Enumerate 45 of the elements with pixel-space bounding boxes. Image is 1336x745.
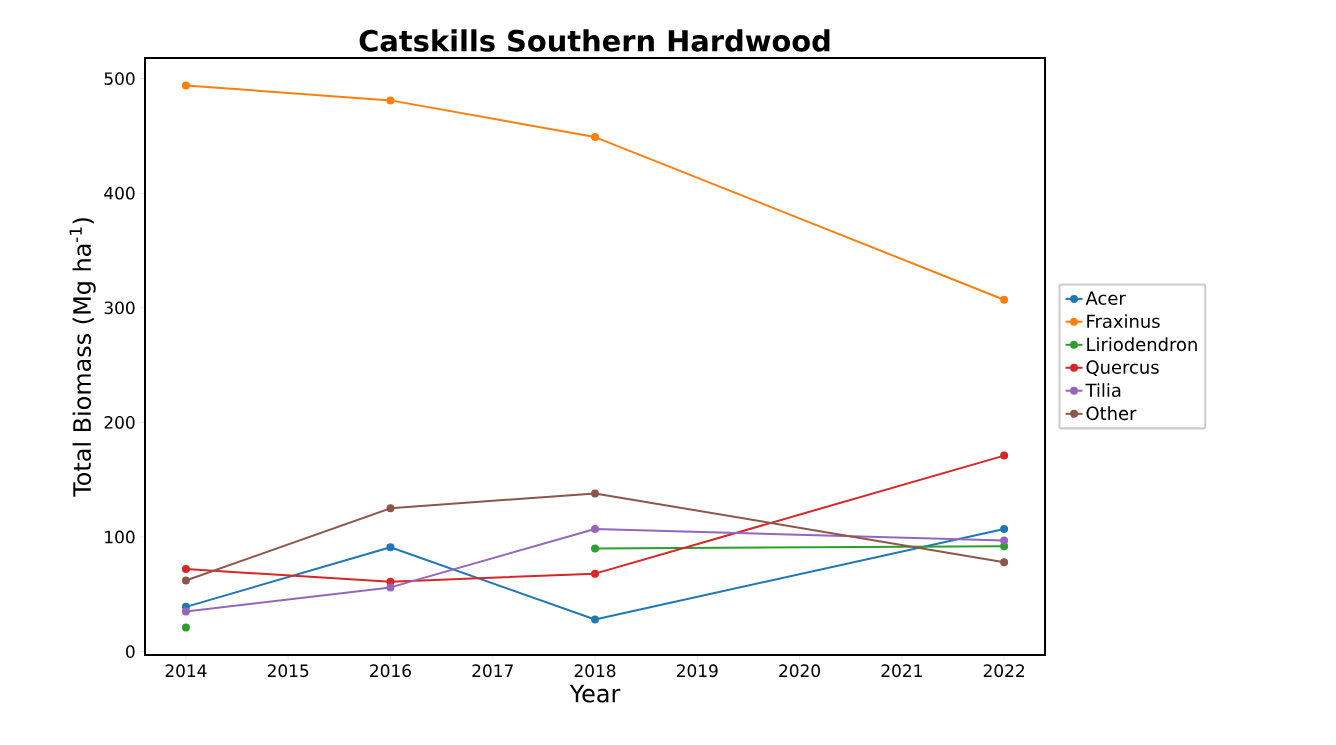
chart-title: Catskills Southern Hardwood xyxy=(359,29,830,52)
y-tick-label: 100 xyxy=(105,530,135,544)
x-tick-label: 2019 xyxy=(676,664,718,678)
point xyxy=(591,524,600,533)
point xyxy=(181,623,190,632)
point xyxy=(181,81,190,90)
y-tick-label: 0 xyxy=(126,645,135,658)
x-tick-label: 2021 xyxy=(881,664,922,678)
point xyxy=(386,543,395,552)
point xyxy=(591,544,600,553)
point xyxy=(181,565,190,574)
x-tick-label: 2015 xyxy=(267,664,309,678)
point xyxy=(386,96,395,105)
legend-label: Fraxinus xyxy=(1087,314,1160,329)
x-axis-title: Year xyxy=(569,684,621,703)
point xyxy=(386,583,395,592)
x-tick-label: 2018 xyxy=(574,664,616,678)
point xyxy=(1000,536,1009,545)
legend-label: Acer xyxy=(1085,291,1126,305)
legend-label: Other xyxy=(1086,406,1137,421)
y-tick-label: 300 xyxy=(104,301,135,315)
point xyxy=(386,504,395,513)
point xyxy=(1000,542,1009,551)
legend-label: Quercus xyxy=(1086,360,1159,376)
point xyxy=(181,607,190,616)
point xyxy=(181,576,190,585)
x-tick-label: 2017 xyxy=(472,664,513,678)
y-axis-title: Total Biomass (Mg ha$^{-1}$) xyxy=(69,218,96,497)
point xyxy=(1000,524,1009,533)
point xyxy=(591,615,600,624)
point xyxy=(591,489,600,498)
x-tick-label: 2016 xyxy=(370,664,411,678)
x-tick-label: 2022 xyxy=(983,664,1024,678)
y-tick-label: 200 xyxy=(104,415,135,429)
point xyxy=(591,133,600,142)
x-tick-label: 2014 xyxy=(165,664,207,678)
legend-label: Liriodendron xyxy=(1087,337,1197,352)
legend-label: Tilia xyxy=(1085,383,1121,398)
y-tick-label: 400 xyxy=(104,186,135,200)
point xyxy=(1000,451,1009,460)
point xyxy=(1000,558,1009,567)
x-tick-label: 2020 xyxy=(779,664,820,678)
y-tick-label: 500 xyxy=(104,72,135,86)
point xyxy=(591,569,600,578)
point xyxy=(1000,295,1009,304)
